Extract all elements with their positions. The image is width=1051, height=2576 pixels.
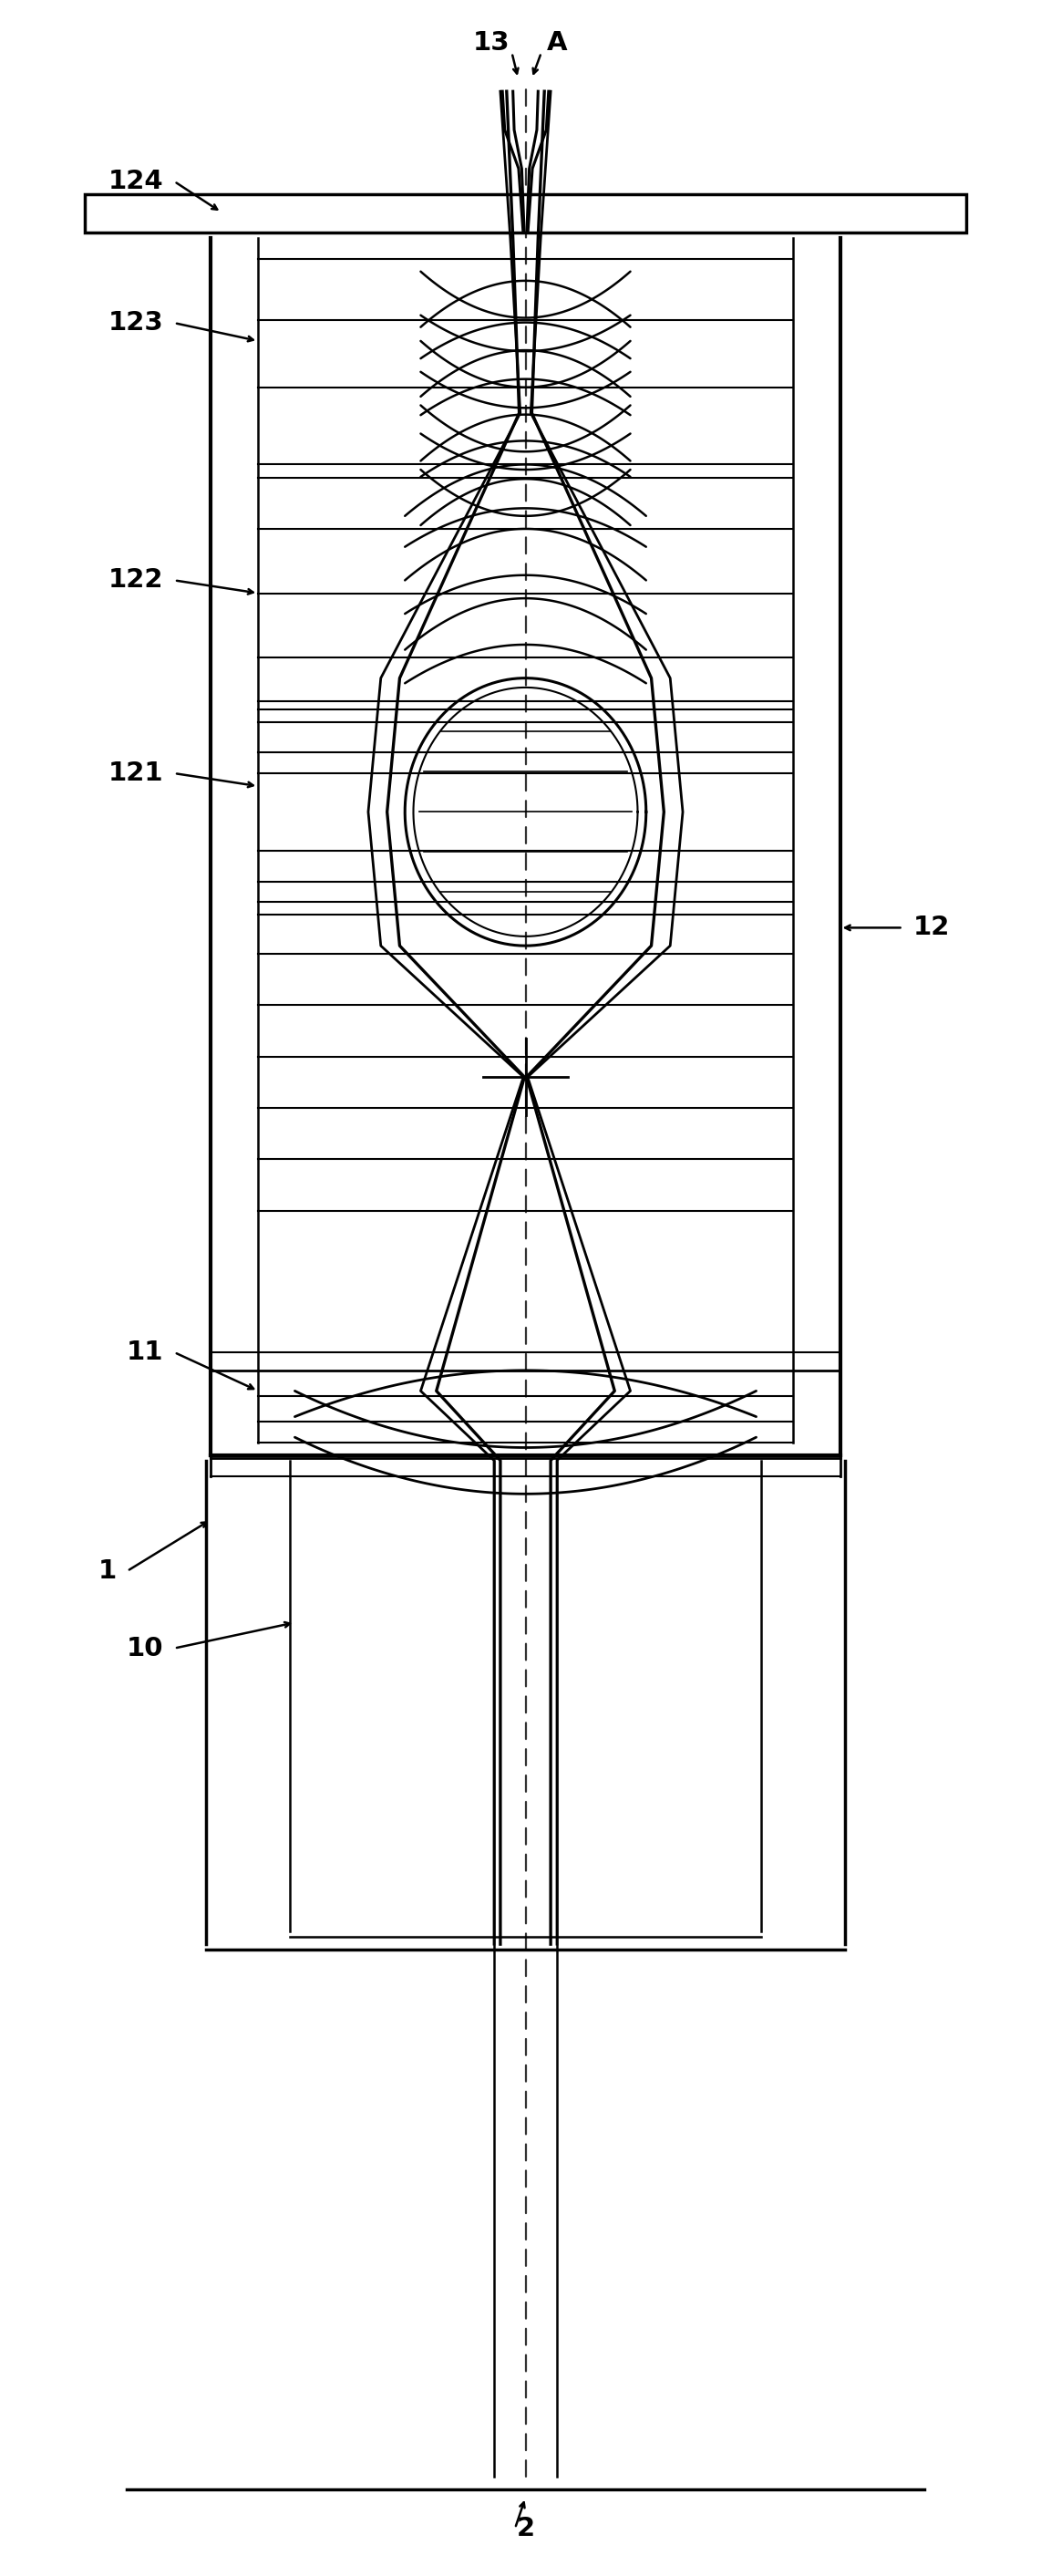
Text: 12: 12 — [913, 914, 950, 940]
Text: 13: 13 — [473, 31, 510, 54]
Text: 124: 124 — [108, 167, 164, 193]
Text: 121: 121 — [108, 760, 164, 786]
Text: 10: 10 — [127, 1636, 164, 1662]
Text: A: A — [547, 31, 566, 54]
Text: 11: 11 — [127, 1340, 164, 1365]
Text: 2: 2 — [516, 2517, 535, 2540]
Bar — [85, 193, 966, 232]
Text: 123: 123 — [108, 309, 164, 335]
Text: 122: 122 — [108, 567, 164, 592]
Text: 1: 1 — [98, 1558, 117, 1584]
